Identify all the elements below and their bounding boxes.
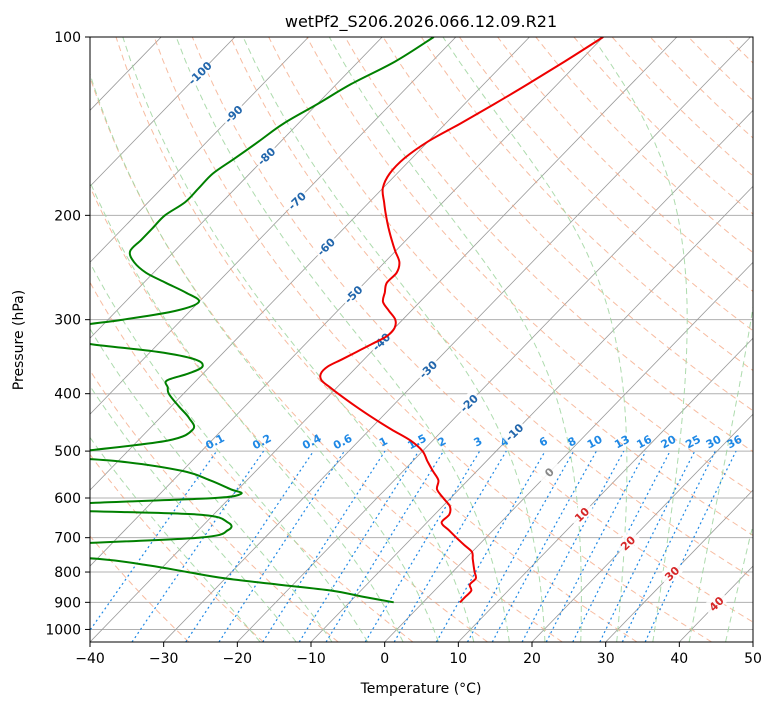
isotherm-label-bg-14	[702, 589, 730, 617]
isotherm-label-bg-0	[185, 58, 213, 86]
moist-adiabat-45	[725, 522, 753, 642]
mixing-ratio-label-17: 36	[725, 433, 745, 452]
isotherm--70	[90, 37, 457, 415]
mixing-ratio-line-16	[545, 450, 647, 642]
axis-ticks: −40 −30 −20 −10 0 10 20 30 40 50 100 200 300 400 500 60…	[45, 30, 762, 667]
moist-adiabat--5	[90, 261, 369, 642]
moist-adiabat-0	[90, 180, 404, 642]
y-tick-label-700: 700	[54, 531, 81, 547]
mixing-ratio-line-10	[491, 450, 597, 642]
dry-adiabat-0	[90, 281, 414, 642]
isotherm-label-bg-6	[367, 327, 395, 355]
x-tick-label-5: 10	[449, 651, 467, 667]
temperature-profile	[319, 37, 604, 604]
y-tick-label-400: 400	[54, 387, 81, 403]
x-tick-label-3: −10	[296, 651, 326, 667]
isotherm-label-bg-12	[613, 529, 641, 556]
y-tick-label-900: 900	[54, 595, 81, 611]
mixing-ratio-line-3	[364, 450, 481, 642]
isotherm--20	[237, 109, 753, 642]
chart-title: wetPf2_S206.2026.066.12.09.R21	[285, 12, 557, 32]
isotherm--90	[90, 37, 309, 263]
moist-adiabat-35	[592, 37, 688, 642]
mixing-ratio-line-30	[621, 450, 716, 642]
isotherm-label-bg-1	[219, 100, 247, 127]
moist-adiabat--15	[90, 385, 297, 642]
dry-adiabat--20	[90, 453, 264, 642]
mixing-ratio-line-36	[644, 450, 737, 642]
isotherm-10	[458, 337, 753, 642]
background-lines	[90, 37, 753, 642]
mixing-ratio-line-25	[599, 450, 696, 642]
isotherm-label-bg-7	[413, 355, 441, 383]
x-tick-label-2: −20	[223, 651, 253, 667]
y-tick-label-600: 600	[54, 491, 81, 507]
x-tick-label-4: 0	[380, 651, 389, 667]
mixing-ratio-line-1	[262, 450, 386, 642]
mixing-ratio-label-15: 25	[683, 433, 703, 452]
isotherm-label-bg-9	[500, 418, 528, 446]
plot-frame	[89, 36, 754, 643]
x-tick-label-9: 50	[744, 651, 762, 667]
isotherm-label-bg-3	[282, 186, 310, 214]
isotherm-label-bg-8	[454, 389, 482, 416]
dry-adiabat-10	[90, 185, 488, 642]
isotherm-label-bg-10	[535, 458, 563, 485]
isotherm--10	[310, 185, 753, 642]
isotherm--60	[90, 37, 530, 491]
y-tick-label-200: 200	[54, 208, 81, 224]
isotherm-label-bg-5	[339, 280, 367, 308]
y-axis-title: Pressure (hPa)	[11, 290, 27, 390]
mixing-ratio-label-12: 13	[612, 433, 632, 452]
isotherm--80	[90, 37, 383, 339]
x-tick-label-8: 40	[670, 651, 688, 667]
mixing-ratio-line-13	[521, 450, 625, 642]
mixing-ratio-label-13: 16	[634, 433, 654, 452]
y-tick-label-500: 500	[54, 444, 81, 460]
x-tick-label-1: −30	[149, 651, 179, 667]
mixing-ratio-line-4	[393, 450, 507, 642]
dry-adiabat-30	[115, 37, 638, 642]
y-tick-label-1000: 1000	[45, 622, 81, 638]
x-tick-label-0: −40	[75, 651, 105, 667]
isotherm--100	[90, 37, 236, 187]
moist-adiabat-40	[688, 303, 753, 642]
y-tick-label-800: 800	[54, 565, 81, 581]
moist-adiabat-5	[90, 72, 439, 642]
x-tick-label-7: 30	[597, 651, 615, 667]
mixing-ratio-label-16: 30	[704, 433, 724, 452]
mixing-ratio-line-6	[435, 450, 546, 642]
dry-adiabat--10	[90, 369, 339, 642]
isotherm-label-bg-11	[567, 500, 595, 528]
dewpoint-profile	[90, 37, 435, 604]
profiles	[90, 37, 604, 604]
mixing-ratio-line-2	[325, 450, 445, 642]
moist-adiabat-15	[175, 37, 510, 642]
mixing-ratio-line-0.6	[218, 450, 345, 642]
isotherm-30	[605, 489, 753, 642]
mixing-ratio-label-14: 20	[659, 433, 679, 452]
mixing-ratio-label-11: 10	[585, 433, 605, 452]
isotherm-0	[384, 261, 753, 642]
y-tick-label-300: 300	[54, 313, 81, 329]
x-axis-title: Temperature (°C)	[360, 681, 482, 697]
dry-adiabat-130	[497, 37, 753, 293]
moist-adiabat--20	[90, 436, 261, 642]
x-tick-label-6: 20	[523, 651, 541, 667]
isotherm-label-bg-4	[311, 232, 339, 260]
isotherm-label-bg-2	[252, 142, 280, 169]
moist-adiabat-25	[328, 37, 582, 642]
mixing-ratio-line-8	[466, 450, 575, 642]
mixing-ratio-line-1.5	[298, 450, 420, 642]
isotherm-label-bg-13	[657, 559, 685, 587]
moist-adiabat-20	[242, 37, 546, 642]
mixing-ratio-line-20	[572, 450, 671, 642]
y-tick-label-100: 100	[54, 30, 81, 46]
